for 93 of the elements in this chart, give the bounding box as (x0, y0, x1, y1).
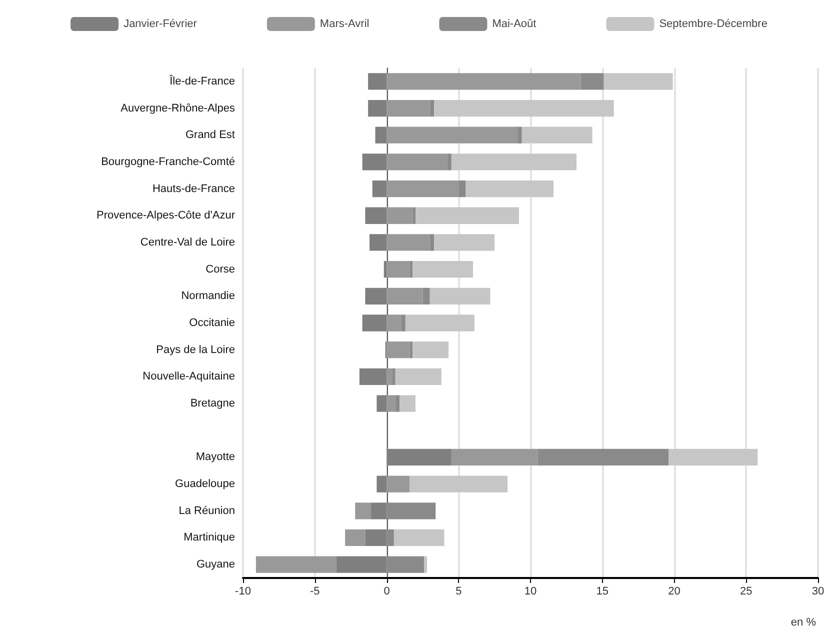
bar (386, 234, 430, 251)
y-tick-label: Hauts-de-France (152, 182, 235, 195)
bar (386, 126, 518, 144)
text: en % (790, 616, 816, 628)
y-tick-label: Pays de la Loire (156, 344, 235, 356)
x-tick-label: 20 (668, 586, 680, 598)
bar (394, 529, 444, 546)
bar (401, 314, 406, 332)
bar (355, 502, 371, 520)
bar (424, 556, 427, 573)
bar (538, 448, 668, 466)
y-tick-label: Normandie (181, 290, 235, 302)
bar (386, 260, 410, 278)
bar (386, 73, 581, 90)
x-tick-label: 5 (456, 586, 462, 598)
bar (451, 448, 538, 466)
bar (345, 529, 366, 546)
y-tick-label: Bretagne (190, 398, 235, 410)
bar (386, 314, 402, 332)
y-tick-label: Guadeloupe (175, 478, 235, 490)
bar (365, 207, 387, 224)
x-tick-label: 30 (812, 586, 824, 598)
bar (386, 288, 423, 304)
bar (412, 260, 473, 278)
legend-label: Janvier-Février (124, 18, 198, 30)
bar (458, 180, 466, 198)
bar (518, 126, 522, 144)
y-tick-label: Centre-Val de Loire (140, 236, 235, 248)
bar (365, 288, 387, 304)
x-tick-label: 0 (384, 586, 390, 598)
y-tick-label: Nouvelle-Aquitaine (142, 370, 235, 383)
bar (370, 234, 387, 251)
bar (359, 368, 387, 386)
bar (412, 342, 449, 358)
bar (386, 448, 452, 466)
y-tick-label: Auvergne-Rhône-Alpes (120, 102, 236, 114)
bar (466, 180, 554, 198)
bar (580, 73, 604, 90)
y-tick-label: Grand Est (185, 129, 235, 142)
bar (395, 395, 400, 412)
bar (416, 207, 519, 224)
bar (430, 100, 434, 117)
bar (386, 100, 430, 117)
bar (434, 100, 614, 117)
bar (386, 395, 396, 412)
bar (405, 314, 474, 332)
bar (422, 288, 430, 304)
bar (604, 73, 673, 90)
bar (395, 368, 442, 386)
bar (430, 288, 490, 304)
legend-label: Mai-Août (492, 18, 536, 30)
bar (362, 154, 387, 170)
x-tick-label: -5 (310, 586, 320, 598)
bar (522, 126, 592, 144)
y-tick-label: Corse (206, 263, 235, 276)
y-tick-label: Guyane (196, 558, 235, 571)
bar (400, 395, 416, 412)
bar (392, 368, 396, 386)
bar (447, 154, 452, 170)
y-tick-label: Martinique (184, 532, 235, 544)
y-tick-label: Île-de-France (168, 74, 235, 88)
bar (386, 368, 392, 386)
bar (368, 73, 387, 90)
bar (386, 342, 410, 358)
bar (368, 100, 387, 117)
y-tick-label: Occitanie (189, 317, 235, 329)
bar (412, 207, 416, 224)
bar (386, 207, 413, 224)
x-tick-label: 25 (740, 586, 752, 598)
bar (362, 314, 387, 332)
bar (376, 395, 387, 412)
bar (384, 260, 387, 278)
bar (386, 154, 448, 170)
bar (256, 556, 336, 573)
bar (386, 476, 410, 492)
legend-label: Septembre-Décembre (659, 18, 768, 30)
x-tick-label: 15 (596, 586, 608, 598)
bar (386, 180, 459, 198)
y-tick-label: La Réunion (178, 504, 235, 517)
bar (451, 154, 576, 170)
bar (430, 234, 434, 251)
bar (434, 234, 495, 251)
legend-label: Mars-Avril (320, 18, 370, 30)
y-tick-label: Bourgogne-Franche-Comté (101, 156, 235, 168)
bar (372, 180, 387, 198)
bar (668, 448, 758, 466)
y-tick-label: Mayotte (196, 451, 235, 464)
x-tick-label: -10 (235, 586, 251, 598)
y-tick-label: Provence-Alpes-Côte d'Azur (96, 210, 236, 222)
x-tick-label: 10 (524, 586, 537, 598)
bar (375, 126, 387, 144)
bar (376, 476, 387, 492)
bar (410, 476, 508, 492)
